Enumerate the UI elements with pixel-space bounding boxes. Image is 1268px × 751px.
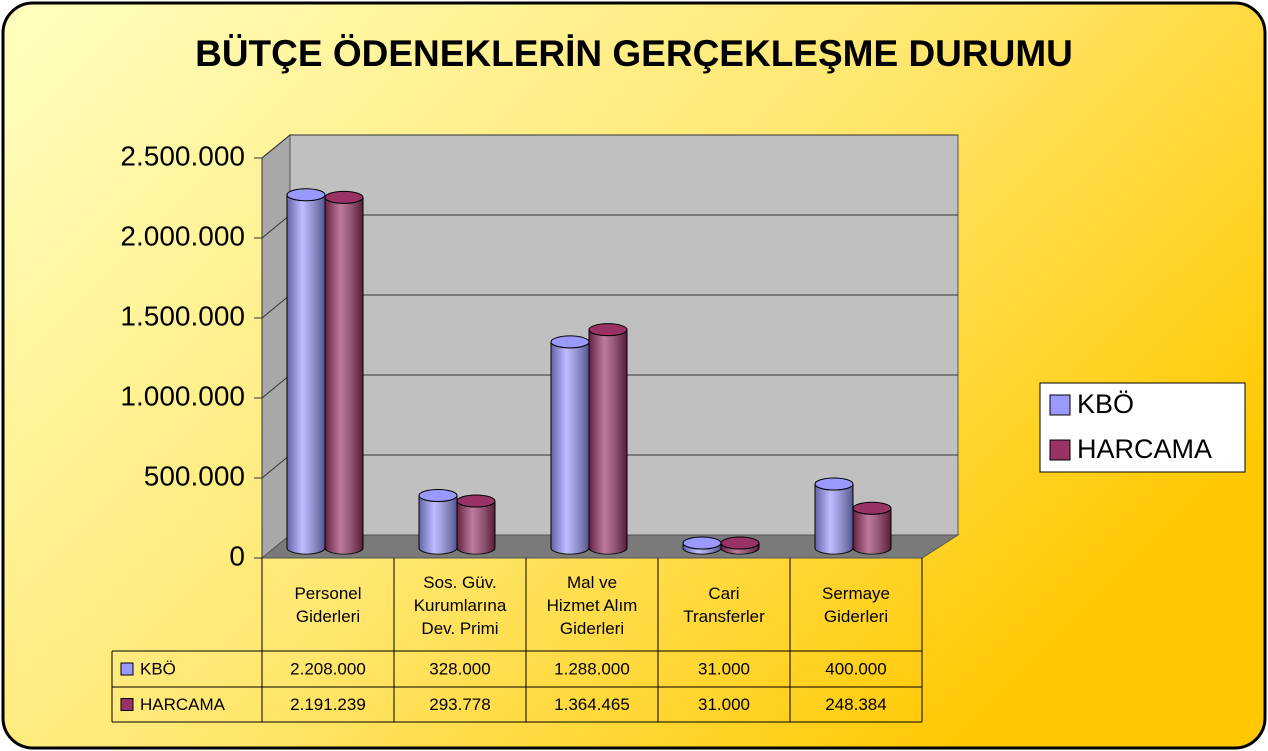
data-label: 328.000 bbox=[429, 659, 490, 678]
row-label: HARCAMA bbox=[140, 695, 226, 714]
legend-key bbox=[120, 698, 134, 711]
bar bbox=[324, 190, 364, 555]
data-label: 248.384 bbox=[825, 695, 886, 714]
data-table: KBÖ 2.208.000 328.000 1.288.000 31.000 400.00… bbox=[111, 558, 923, 723]
bar-shade bbox=[551, 341, 589, 554]
data-label: 400.000 bbox=[825, 659, 886, 678]
chart-title: BÜTÇE ÖDENEKLERİN GERÇEKLEŞME DURUMU bbox=[195, 33, 1073, 74]
bar bbox=[682, 536, 722, 555]
y-tick-label: 2.500.000 bbox=[120, 140, 245, 171]
data-label: 2.208.000 bbox=[290, 659, 366, 678]
bar-top bbox=[720, 536, 760, 550]
bar-top bbox=[456, 494, 496, 508]
y-tick-label: 1.500.000 bbox=[120, 300, 245, 331]
bar-top bbox=[550, 335, 590, 349]
grid-line bbox=[261, 134, 958, 159]
bar-shade bbox=[457, 500, 495, 554]
bar-shade bbox=[683, 543, 721, 554]
bar-top bbox=[286, 188, 326, 202]
side-wall bbox=[261, 133, 291, 560]
x-tick-label: Personel Giderleri bbox=[294, 584, 362, 626]
legend bbox=[1039, 382, 1246, 473]
bars bbox=[286, 188, 892, 555]
bar bbox=[852, 501, 892, 555]
bar-top bbox=[418, 489, 458, 503]
bar-shade bbox=[721, 543, 759, 554]
y-tick-label: 1.000.000 bbox=[120, 380, 245, 411]
bar bbox=[286, 188, 326, 555]
x-tick-label: Mal ve Hizmet Alım Giderleri bbox=[546, 572, 638, 638]
bar-shade bbox=[853, 508, 891, 554]
bar bbox=[418, 489, 458, 555]
data-label: 1.288.000 bbox=[554, 659, 630, 678]
bar-top bbox=[682, 536, 722, 550]
bar-shade bbox=[589, 329, 627, 554]
bar-shade bbox=[325, 197, 363, 554]
bar-top bbox=[588, 323, 628, 337]
x-tick-label: Cari Transferler bbox=[683, 584, 765, 626]
bar bbox=[456, 494, 496, 555]
legend-label: KBÖ bbox=[1077, 389, 1134, 419]
data-label: 293.778 bbox=[429, 695, 490, 714]
data-label: 31.000 bbox=[698, 695, 750, 714]
y-tick-label: 0 bbox=[229, 540, 245, 571]
legend-key bbox=[1049, 394, 1071, 416]
data-label: 31.000 bbox=[698, 659, 750, 678]
bar-shade bbox=[287, 194, 325, 554]
y-tick-label: 2.000.000 bbox=[120, 220, 245, 251]
bar-top bbox=[852, 501, 892, 515]
legend-label: HARCAMA bbox=[1077, 434, 1212, 464]
y-tick-label: 500.000 bbox=[144, 460, 245, 491]
data-label: 1.364.465 bbox=[554, 695, 630, 714]
data-label: 2.191.239 bbox=[290, 695, 366, 714]
bar bbox=[550, 335, 590, 555]
legend-key bbox=[1049, 439, 1071, 461]
bar-shade bbox=[419, 495, 457, 554]
bar-shade bbox=[815, 484, 853, 554]
bar bbox=[588, 323, 628, 555]
x-tick-label: Sermaye Giderleri bbox=[821, 584, 891, 626]
bar bbox=[814, 477, 854, 555]
legend-key bbox=[120, 662, 134, 676]
row-label: KBÖ bbox=[140, 659, 176, 678]
bar bbox=[720, 536, 760, 555]
x-tick-label: Sos. Güv. Kurumlarına Dev. Primi bbox=[413, 572, 507, 638]
bar-top bbox=[324, 190, 364, 204]
bar-top bbox=[814, 477, 854, 491]
